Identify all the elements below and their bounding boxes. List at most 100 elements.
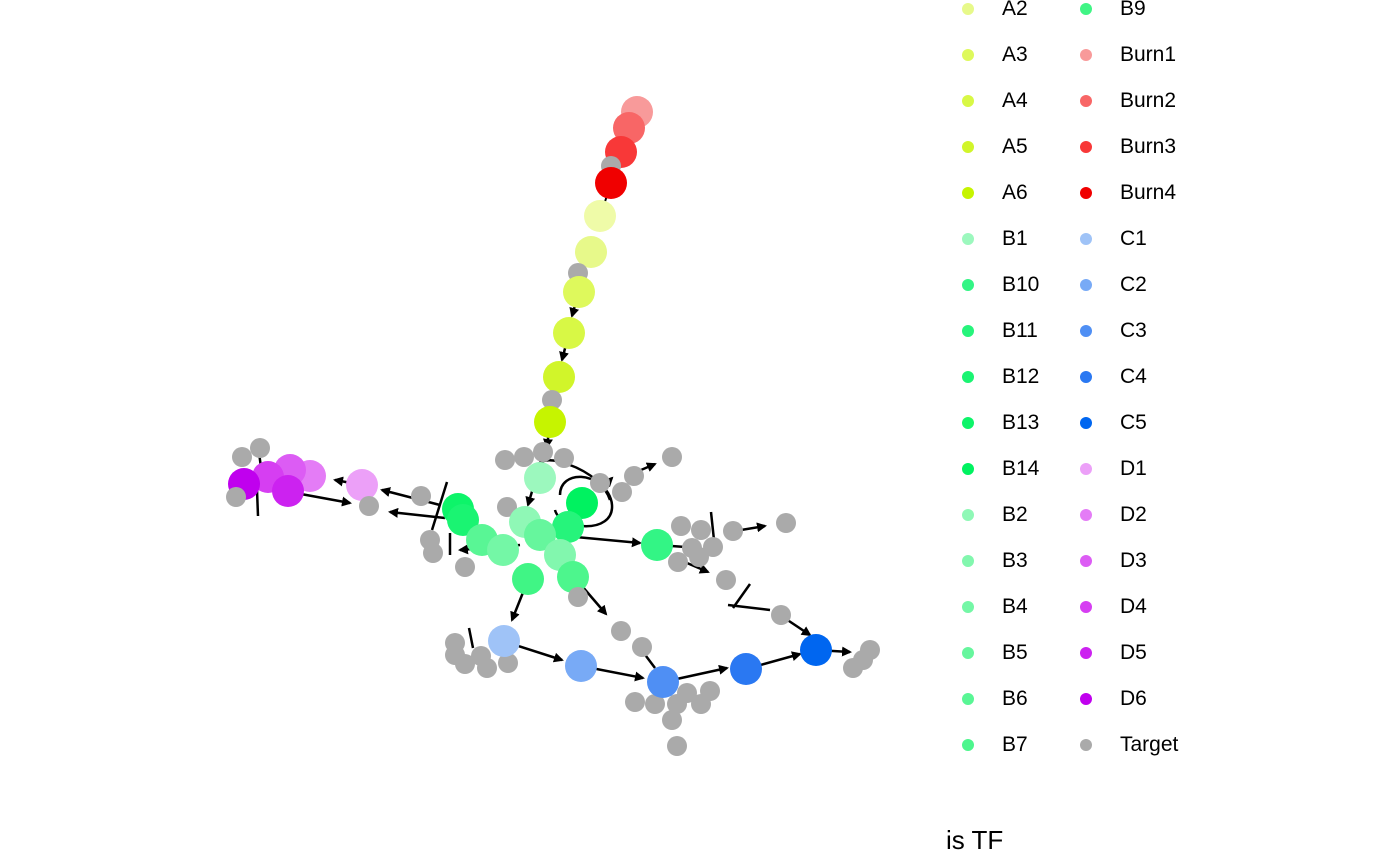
node-c5 — [800, 634, 832, 666]
legend-dot — [962, 141, 974, 153]
node-target — [645, 694, 665, 714]
node-target — [771, 605, 791, 625]
legend-label: D1 — [1120, 457, 1147, 480]
legend-dot — [1080, 141, 1092, 153]
node-c2 — [565, 650, 597, 682]
legend-label: Burn3 — [1120, 135, 1177, 158]
node-d5 — [272, 475, 304, 507]
legend-label: B1 — [1002, 227, 1028, 250]
legend-dot — [962, 49, 974, 61]
legend-dot — [962, 463, 974, 475]
node-target — [662, 710, 682, 730]
node-target — [625, 692, 645, 712]
legend-label: Burn2 — [1120, 89, 1177, 112]
legend-label: C2 — [1120, 273, 1147, 296]
legend-dot — [962, 325, 974, 337]
legend-label: B4 — [1002, 595, 1028, 618]
legend-label: D4 — [1120, 595, 1147, 618]
node-a3 — [563, 276, 595, 308]
legend-label: A3 — [1002, 43, 1028, 66]
node-b14 — [566, 487, 598, 519]
node-target — [776, 513, 796, 533]
node-target — [611, 621, 631, 641]
node-target — [533, 442, 553, 462]
legend-dot — [962, 279, 974, 291]
node-b9 — [512, 563, 544, 595]
node-c3 — [647, 666, 679, 698]
legend-dot — [1080, 49, 1092, 61]
legend-dot — [962, 601, 974, 613]
node-a5 — [543, 361, 575, 393]
legend-label: B2 — [1002, 503, 1028, 526]
legend-label: C4 — [1120, 365, 1147, 388]
node-target — [624, 466, 644, 486]
legend-dot — [1080, 647, 1092, 659]
node-c1 — [488, 625, 520, 657]
inhibition-edge — [709, 511, 716, 541]
edge — [380, 487, 441, 507]
node-b11 — [552, 511, 584, 543]
legend-label: B6 — [1002, 687, 1028, 710]
node-b12 — [447, 504, 479, 536]
legend-dot — [962, 739, 974, 751]
inhibition-edge — [731, 583, 752, 609]
node-target — [250, 438, 270, 458]
node-target — [495, 450, 515, 470]
node-a2 — [575, 236, 607, 268]
legend-label: B3 — [1002, 549, 1028, 572]
legend-label: B12 — [1002, 365, 1040, 388]
legend-label: Target — [1120, 733, 1179, 756]
legend-label: A5 — [1002, 135, 1028, 158]
node-b5 — [524, 519, 556, 551]
node-target — [554, 448, 574, 468]
node-target — [671, 516, 691, 536]
legend-dot — [962, 233, 974, 245]
node-burn4 — [595, 167, 627, 199]
legend-dot — [962, 647, 974, 659]
node-target — [411, 486, 431, 506]
legend-label: B5 — [1002, 641, 1028, 664]
legend-dot — [962, 555, 974, 567]
legend-dot — [962, 3, 974, 15]
legend-label: Burn4 — [1120, 181, 1177, 204]
legend-dot — [962, 371, 974, 383]
node-target — [632, 637, 652, 657]
legend-dot — [962, 417, 974, 429]
legend-label: D5 — [1120, 641, 1147, 664]
node-target — [723, 521, 743, 541]
node-a1 — [584, 200, 616, 232]
legend-label: D6 — [1120, 687, 1147, 710]
node-target — [423, 543, 443, 563]
legend-dot — [1080, 233, 1092, 245]
node-target — [689, 547, 709, 567]
inhibition-edge — [467, 627, 475, 649]
node-d1 — [346, 469, 378, 501]
legend-label: C5 — [1120, 411, 1147, 434]
legend-dot — [1080, 463, 1092, 475]
node-target — [542, 390, 562, 410]
inhibition-edge — [430, 481, 449, 531]
legend-label: D3 — [1120, 549, 1147, 572]
node-target — [667, 736, 687, 756]
node-target — [668, 552, 688, 572]
node-target — [716, 570, 736, 590]
legend-dot — [1080, 95, 1092, 107]
legend-dot — [1080, 325, 1092, 337]
legend-label: B13 — [1002, 411, 1040, 434]
legend-label: B14 — [1002, 457, 1040, 480]
legend-dot — [1080, 555, 1092, 567]
legend-label: B9 — [1120, 0, 1146, 20]
node-target — [477, 658, 497, 678]
node-target — [662, 447, 682, 467]
node-a4 — [553, 317, 585, 349]
node-target — [514, 447, 534, 467]
legend-dot — [1080, 509, 1092, 521]
node-target — [677, 683, 697, 703]
legend-dot — [1080, 693, 1092, 705]
legend-dot — [1080, 739, 1092, 751]
legend-dot — [962, 509, 974, 521]
node-target — [455, 654, 475, 674]
legend-label: B11 — [1002, 319, 1038, 342]
legend-dot — [1080, 279, 1092, 291]
